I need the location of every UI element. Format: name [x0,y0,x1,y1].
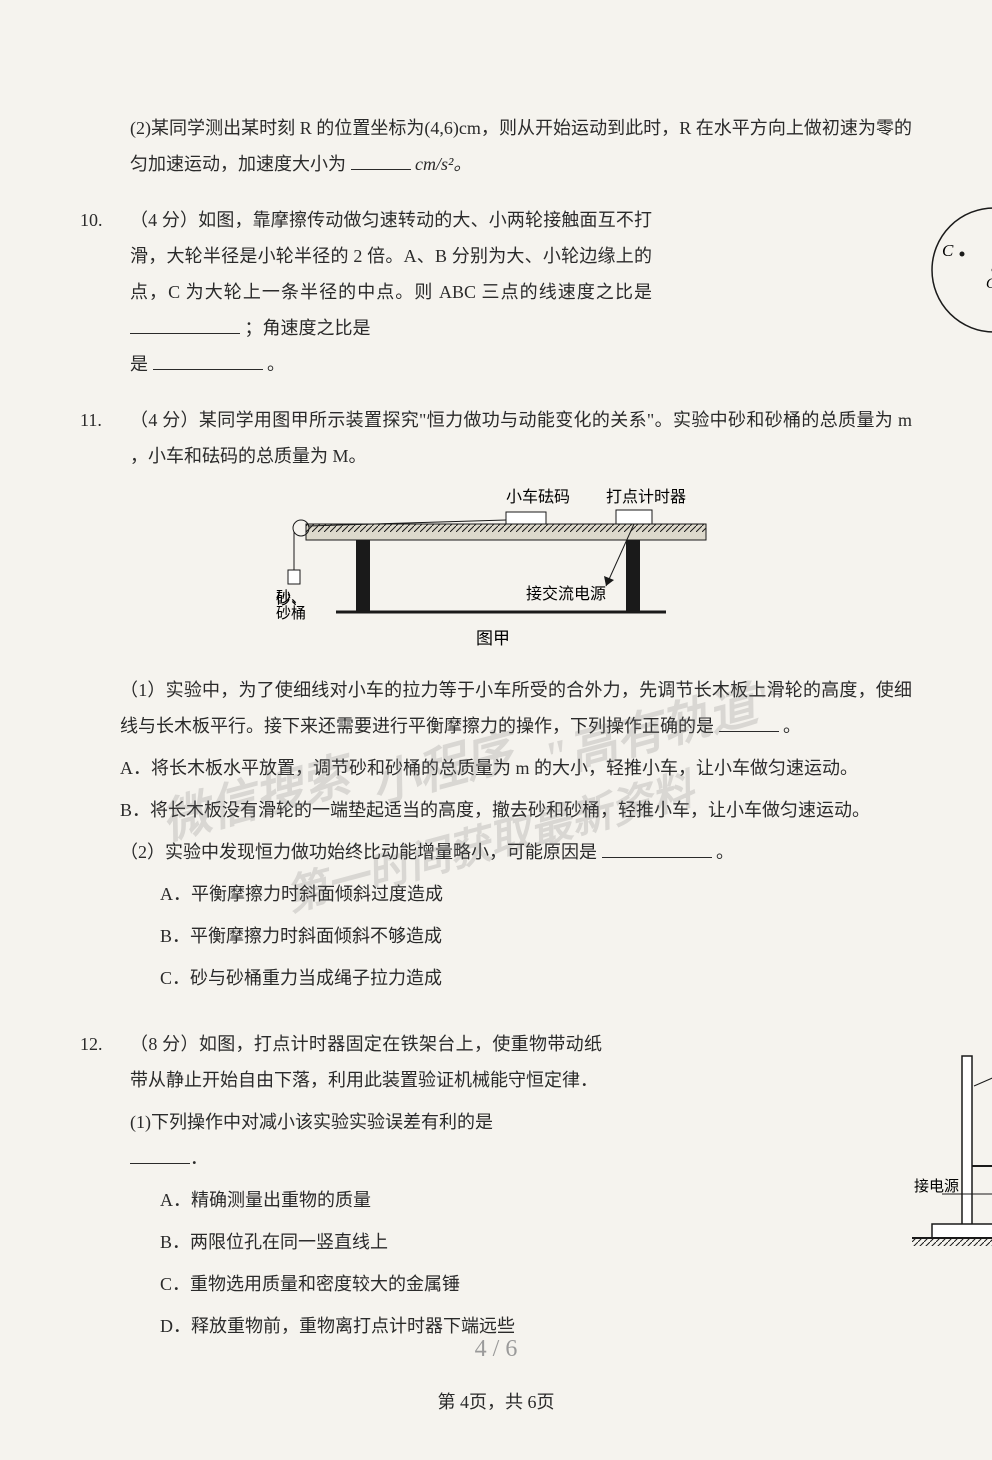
q10-is-text: 是 [130,354,148,374]
q9-unit: cm/s²。 [415,154,471,174]
q11-optA: A．将长木板水平放置，调节砂和砂桶的总质量为 m 的大小，轻推小车，让小车做匀速… [120,750,912,786]
q10-blank2 [153,352,263,370]
fig-car-label: 小车砝码 [506,488,570,506]
q10-number: 10. [80,202,103,238]
q10-blank1 [130,316,240,334]
q11-intro: （4 分）某同学用图甲所示装置探究"恒力做功与动能变化的关系"。实验中砂和砂桶的… [80,402,912,474]
q9-prefix: (2)某同学测出某时刻 R 的位置坐标为(4,6)cm，则从开始运动到此时，R … [130,118,912,174]
q11-opt2C: C．砂与砂桶重力当成绳子拉力造成 [160,960,912,996]
q11-number: 11. [80,402,102,438]
q11-part2-end: 。 [716,842,734,862]
q10-body: （4 分）如图，靠摩擦传动做匀速转动的大、小两轮接触面互不打滑，大轮半径是小轮半… [80,202,652,382]
q9-text: (2)某同学测出某时刻 R 的位置坐标为(4,6)cm，则从开始运动到此时，R … [80,110,912,182]
q11-part1-blank [719,714,779,732]
track-apparatus-svg: 小车砝码 打点计时器 砂、 砂、 砂桶 接交流电源 [246,484,746,654]
fig-cap: 图甲 [476,629,510,648]
q12-intro: （8 分）如图，打点计时器固定在铁架台上，使重物带动纸带从静止开始自由下落，利用… [80,1026,602,1098]
free-fall-apparatus-svg: 铁架台 纸带 铁夹 限位孔 打点计时器 接电源 重物 [912,1026,992,1286]
q12-optC: C．重物选用质量和密度较大的金属锤 [160,1266,602,1302]
svg-text:砂桶: 砂桶 [276,605,306,622]
q11-part2-prefix: （2）实验中发现恒力做功始终比动能增量略小，可能原因是 [120,842,597,862]
question-12: 12. （8 分）如图，打点计时器固定在铁架台上，使重物带动纸带从静止开始自由下… [80,1026,912,1344]
page-number-indicator: 4 / 6 [0,1336,992,1363]
q12-part1-blank [130,1146,190,1164]
q12-part1-prefix: (1)下列操作中对减小该实验实验误差有利的是 [130,1112,493,1132]
q10-text1: 如图，靠摩擦传动做匀速转动的大、小两轮接触面互不打滑，大轮半径是小轮半径的 2 … [130,210,652,302]
q12-optB: B．两限位孔在同一竖直线上 [160,1224,602,1260]
fig-power-label: 接电源 [914,1178,959,1195]
q11-opt2B: B．平衡摩擦力时斜面倾斜不够造成 [160,918,912,954]
question-9-part2: (2)某同学测出某时刻 R 的位置坐标为(4,6)cm，则从开始运动到此时，R … [80,110,912,182]
wheels-diagram-svg: A B C O₁ O₂ [922,192,992,342]
q12-optA: A．精确测量出重物的质量 [160,1182,602,1218]
question-10: 10. （4 分）如图，靠摩擦传动做匀速转动的大、小两轮接触面互不打滑，大轮半径… [80,202,912,382]
q11-intro-text: 某同学用图甲所示装置探究"恒力做功与动能变化的关系"。实验中砂和砂桶的总质量为 … [130,410,912,466]
q11-optB: B．将长木板没有滑轮的一端垫起适当的高度，撤去砂和砂桶，轻推小车，让小车做匀速运… [120,792,912,828]
question-11: 11. （4 分）某同学用图甲所示装置探究"恒力做功与动能变化的关系"。实验中砂… [80,402,912,996]
label-O1: O₁ [986,276,992,292]
q12-part1-end: ． [190,1148,208,1168]
q11-points: （4 分） [130,410,199,430]
q11-part2-blank [602,840,712,858]
q9-blank [351,152,411,170]
q12-number: 12. [80,1026,103,1062]
q10-end: 。 [267,354,285,374]
q12-figure: 铁架台 纸带 铁夹 限位孔 打点计时器 接电源 重物 [912,1026,992,1298]
q10-points: （4 分） [130,210,198,230]
fig-timer-label: 打点计时器 [606,488,686,506]
q11-figure: 小车砝码 打点计时器 砂、 砂、 砂桶 接交流电源 [80,484,912,666]
q11-part2: （2）实验中发现恒力做功始终比动能增量略小，可能原因是 。 [120,834,912,870]
label-C: C [942,241,954,260]
page-footer: 第 4页，共 6页 [80,1384,912,1420]
q10-figure: A B C O₁ O₂ [922,192,992,354]
q12-intro-text: 如图，打点计时器固定在铁架台上，使重物带动纸带从静止开始自由下落，利用此装置验证… [130,1034,602,1090]
q10-mid: ；角速度之比是 [245,318,371,338]
svg-text:砂、: 砂、 [276,589,306,606]
fig-ac-label: 接交流电源 [526,585,606,603]
q12-part1: (1)下列操作中对减小该实验实验误差有利的是 [80,1104,602,1140]
q11-part1: （1）实验中，为了使细线对小车的拉力等于小车所受的合外力，先调节长木板上滑轮的高… [120,672,912,744]
q11-opt2A: A．平衡摩擦力时斜面倾斜过度造成 [160,876,912,912]
q11-part1-end: 。 [783,716,801,736]
q12-points: （8 分） [130,1034,199,1054]
